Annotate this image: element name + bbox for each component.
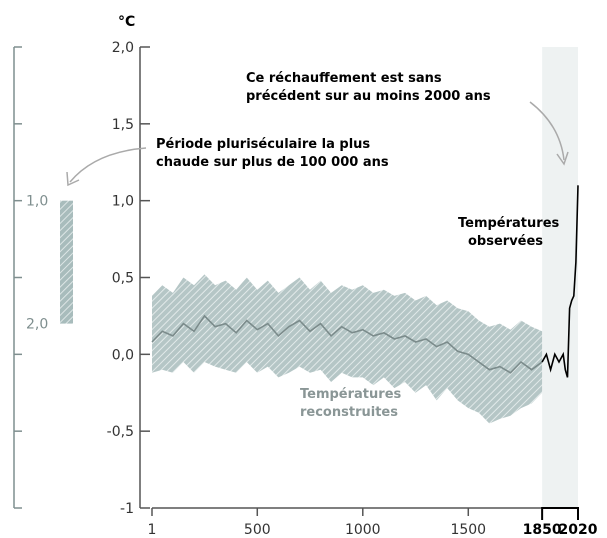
observed-period-background	[542, 47, 578, 508]
x-tick-label: 500	[244, 522, 271, 538]
side-tick-label: 2,0	[26, 317, 48, 333]
y-tick-label: -0,5	[107, 424, 134, 440]
unit-label: °C	[118, 14, 135, 30]
side-panel	[13, 47, 73, 508]
x-tick-label-bold: 1850	[523, 522, 562, 538]
arrow-to-side-panel	[69, 147, 147, 183]
x-tick-label: 1500	[450, 522, 486, 538]
y-tick-label: -1	[120, 501, 134, 517]
annotation-line-3: Période pluriséculaire la plus	[156, 137, 370, 152]
annotation-line-4: chaude sur plus de 100 000 ans	[156, 155, 389, 170]
x-tick-label: 1000	[345, 522, 381, 538]
annotation-line-2: précédent sur au moins 2000 ans	[246, 89, 491, 104]
reconstructed-uncertainty-band	[152, 274, 543, 424]
series-line-reconstructed	[151, 314, 543, 374]
y-tick-label: 1,5	[112, 117, 134, 133]
x-tick-label-bold: 2020	[559, 522, 598, 538]
legend-reconstructed-line-2: reconstruites	[300, 405, 398, 420]
y-tick-label: 1,0	[112, 194, 134, 210]
arrow-to-observed-head	[556, 151, 569, 166]
y-tick-label: 2,0	[112, 40, 134, 56]
annotation-line-1: Ce réchauffement est sans	[246, 71, 442, 86]
series-line-observed	[541, 185, 579, 378]
legend-reconstructed-line-1: Températures	[300, 387, 402, 402]
y-ticks: 2,0 1,5 1,0 0,5 0,0 -0,5 -1	[107, 40, 150, 517]
observed-period-bracket	[541, 507, 579, 520]
legend-observed-line-2: observées	[468, 234, 543, 249]
side-tick-label: 1,0	[26, 194, 48, 210]
side-bar	[60, 200, 73, 324]
x-tick-label: 1	[148, 522, 157, 538]
y-tick-label: 0,0	[112, 347, 134, 363]
legend-observed-line-1: Températures	[458, 216, 560, 231]
y-tick-label: 0,5	[112, 271, 134, 287]
side-ticks: 1,0 2,0	[14, 46, 48, 509]
arrow-to-side-panel-head	[66, 171, 80, 187]
arrow-to-observed	[529, 101, 565, 161]
